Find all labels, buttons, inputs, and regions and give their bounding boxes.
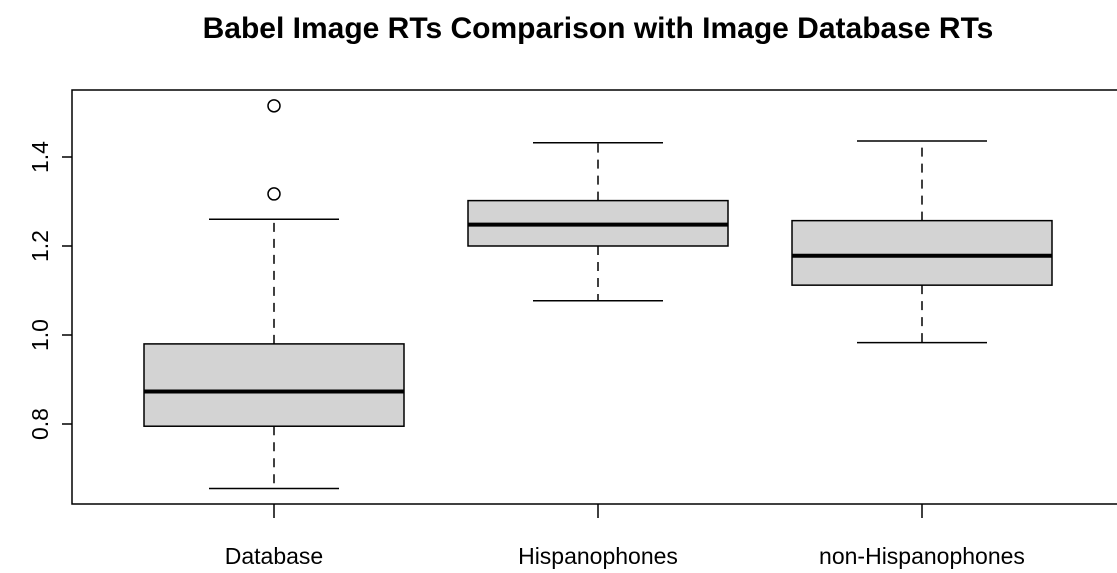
chart-title: Babel Image RTs Comparison with Image Da… bbox=[203, 12, 994, 45]
y-tick-label: 1.4 bbox=[27, 141, 53, 173]
box-database bbox=[143, 99, 405, 490]
iqr-box bbox=[791, 219, 1053, 286]
box-hispanophones bbox=[467, 142, 729, 302]
iqr-box bbox=[143, 343, 405, 427]
outlier-point bbox=[267, 187, 281, 201]
x-tick-label: non-Hispanophones bbox=[819, 543, 1025, 569]
outlier-point bbox=[267, 99, 281, 113]
y-tick-label: 0.8 bbox=[27, 408, 53, 440]
y-axis: 0.8 1.0 1.2 1.4 bbox=[27, 141, 72, 440]
box-non-hispanophones bbox=[791, 140, 1053, 344]
x-tick-label: Database bbox=[225, 543, 323, 569]
plot-frame bbox=[71, 89, 1117, 505]
y-tick-label: 1.2 bbox=[27, 230, 53, 262]
y-tick-label: 1.0 bbox=[27, 319, 53, 351]
boxes bbox=[143, 99, 1053, 490]
x-axis: Database Hispanophones non-Hispanophones bbox=[225, 504, 1025, 569]
x-tick-label: Hispanophones bbox=[518, 543, 678, 569]
